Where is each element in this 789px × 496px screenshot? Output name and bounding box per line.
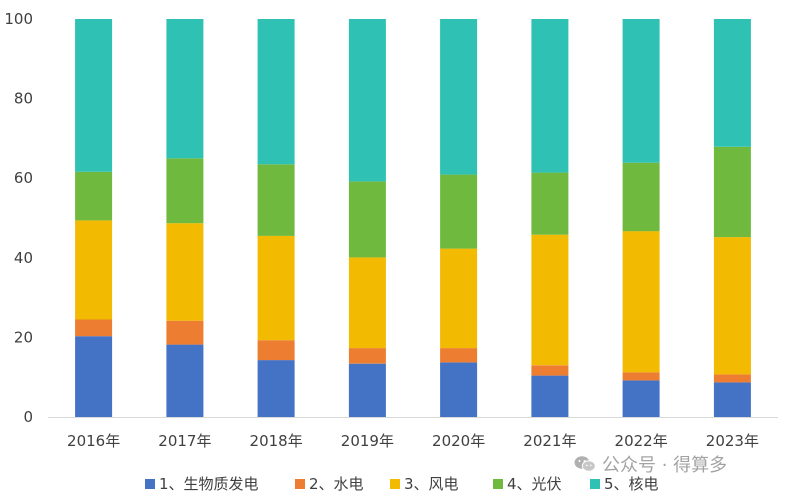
x-tick-label: 2019年 (341, 432, 394, 450)
bar-segment (257, 19, 295, 165)
legend-label: 2、水电 (309, 475, 364, 493)
bar-segment (622, 372, 660, 381)
bar-segment (440, 362, 478, 417)
legend-swatch (145, 479, 155, 489)
bar-segment (440, 19, 478, 175)
y-axis-ticks: 0 20 40 60 80 100 (4, 10, 33, 426)
y-tick-label: 100 (4, 10, 33, 28)
x-tick-label: 2018年 (250, 432, 303, 450)
bar-segment (348, 19, 386, 182)
legend-swatch (295, 479, 305, 489)
bar-segment (75, 319, 113, 337)
legend-swatch (390, 479, 400, 489)
bar-stack (713, 19, 751, 417)
x-tick-label: 2023年 (706, 432, 759, 450)
x-tick-label: 2022年 (615, 432, 668, 450)
bar-segment (75, 19, 113, 172)
legend-item: 4、光伏 (493, 475, 562, 493)
legend-label: 5、核电 (604, 475, 659, 493)
bar-segment (75, 220, 113, 320)
x-tick-label: 2020年 (432, 432, 485, 450)
bar-segment (75, 336, 113, 417)
bar-segment (166, 223, 204, 321)
bar-segment (622, 231, 660, 373)
legend-label: 3、风电 (404, 475, 459, 493)
bar-segment (531, 172, 569, 235)
bar-segment (713, 237, 751, 375)
x-tick-label: 2017年 (158, 432, 211, 450)
bar-segment (166, 320, 204, 345)
bar-segment (166, 344, 204, 417)
legend-swatch (493, 479, 503, 489)
bar-segment (531, 375, 569, 417)
bar-segment (166, 158, 204, 224)
bar-stack (440, 19, 478, 417)
bar-segment (531, 365, 569, 376)
bar-segment (622, 380, 660, 417)
bar-stack (622, 19, 660, 417)
wechat-icon (574, 456, 596, 472)
bar-segment (440, 174, 478, 249)
bar-segment (713, 382, 751, 417)
watermark-text: 公众号 · 得算多 (602, 455, 728, 476)
legend-label: 4、光伏 (507, 475, 562, 493)
bar-segment (622, 162, 660, 232)
y-tick-label: 20 (14, 328, 33, 346)
y-tick-label: 60 (14, 169, 33, 187)
legend-label: 1、生物质发电 (159, 475, 259, 493)
bar-segment (257, 164, 295, 236)
x-axis-ticks: 2016年 2017年 2018年 2019年 2020年 2021年 2022年 2023年 (67, 432, 759, 450)
bar-segment (348, 181, 386, 258)
bar-stack (257, 19, 295, 417)
bar-segment (440, 348, 478, 363)
bar-segment (348, 257, 386, 349)
legend-item: 2、水电 (295, 475, 364, 493)
bar-segment (348, 348, 386, 364)
bar-stack (531, 19, 569, 417)
legend: 1、生物质发电 2、水电 3、风电 4、光伏 5、核电 (145, 475, 659, 493)
bar-segment (622, 19, 660, 163)
bar-segment (713, 19, 751, 147)
y-tick-label: 40 (14, 249, 33, 267)
legend-item: 5、核电 (590, 475, 659, 493)
legend-swatch (590, 479, 600, 489)
bars (75, 19, 751, 417)
watermark: 公众号 · 得算多 (574, 452, 727, 476)
bar-segment (166, 19, 204, 159)
bar-segment (348, 363, 386, 417)
bar-segment (531, 19, 569, 173)
x-tick-label: 2021年 (523, 432, 576, 450)
bar-segment (257, 340, 295, 361)
bar-segment (257, 235, 295, 341)
bar-segment (75, 171, 113, 221)
bar-stack (348, 19, 386, 417)
y-tick-label: 80 (14, 90, 33, 108)
bar-segment (713, 146, 751, 238)
bar-segment (713, 374, 751, 383)
legend-item: 3、风电 (390, 475, 459, 493)
bar-segment (257, 360, 295, 417)
legend-item: 1、生物质发电 (145, 475, 259, 493)
bar-segment (531, 234, 569, 366)
y-tick-label: 0 (23, 408, 33, 426)
bar-stack (75, 19, 113, 417)
x-tick-label: 2016年 (67, 432, 120, 450)
bar-stack (166, 19, 204, 417)
bar-segment (440, 248, 478, 349)
